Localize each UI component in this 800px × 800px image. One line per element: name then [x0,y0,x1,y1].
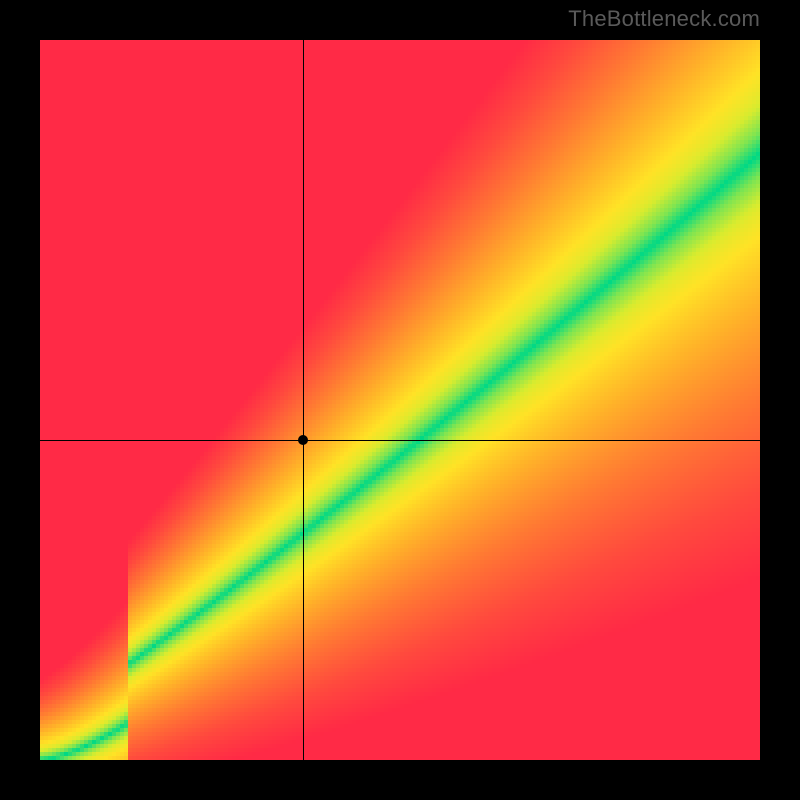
heatmap-canvas [40,40,760,760]
marker-point [298,435,308,445]
chart-container: TheBottleneck.com [0,0,800,800]
plot-area [40,40,760,760]
crosshair-horizontal [40,440,760,441]
crosshair-vertical [303,40,304,760]
watermark-text: TheBottleneck.com [568,6,760,32]
